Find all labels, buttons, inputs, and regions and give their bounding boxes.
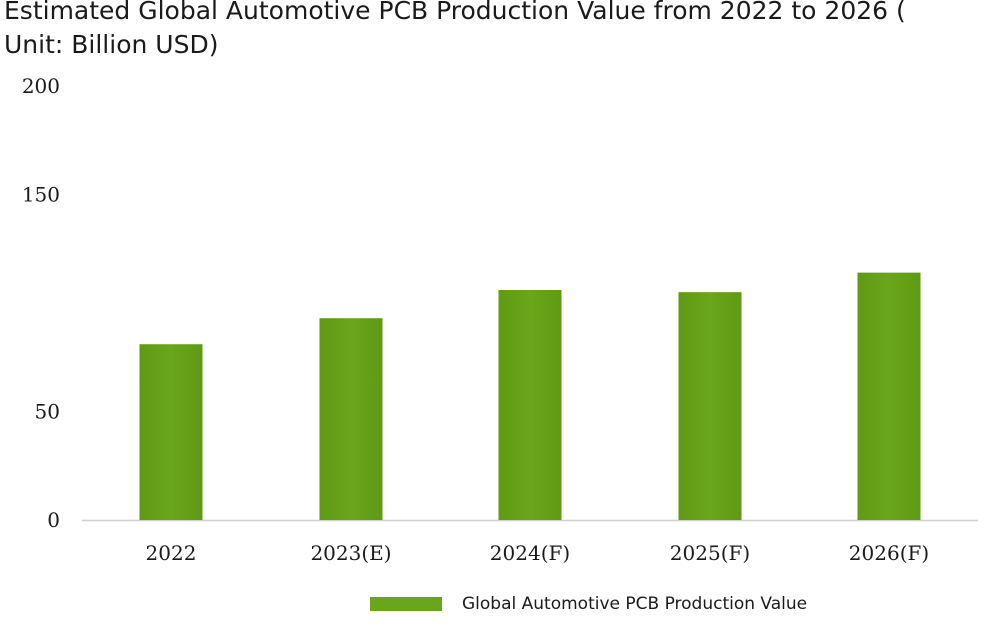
y-tick-label: 150: [22, 183, 60, 207]
bar-2023(E): [319, 318, 383, 520]
bar-2026(F): [857, 272, 921, 520]
bar-2022: [139, 344, 203, 520]
legend: Global Automotive PCB Production Value: [370, 590, 807, 618]
y-tick-label: 200: [22, 74, 60, 98]
x-tick-label: 2025(F): [670, 541, 750, 565]
chart-title: Estimated Global Automotive PCB Producti…: [4, 0, 906, 59]
y-tick-label: 0: [47, 508, 60, 532]
bar-2024(F): [498, 289, 562, 520]
legend-swatch: [370, 597, 442, 611]
x-tick-label: 2024(F): [490, 541, 570, 565]
y-tick-label: 50: [35, 400, 60, 424]
x-tick-label: 2022: [146, 541, 197, 565]
x-tick-label: 2026(F): [849, 541, 929, 565]
legend-label: Global Automotive PCB Production Value: [462, 594, 808, 614]
x-tick-label: 2023(E): [310, 541, 391, 565]
bar-2025(F): [678, 292, 742, 520]
